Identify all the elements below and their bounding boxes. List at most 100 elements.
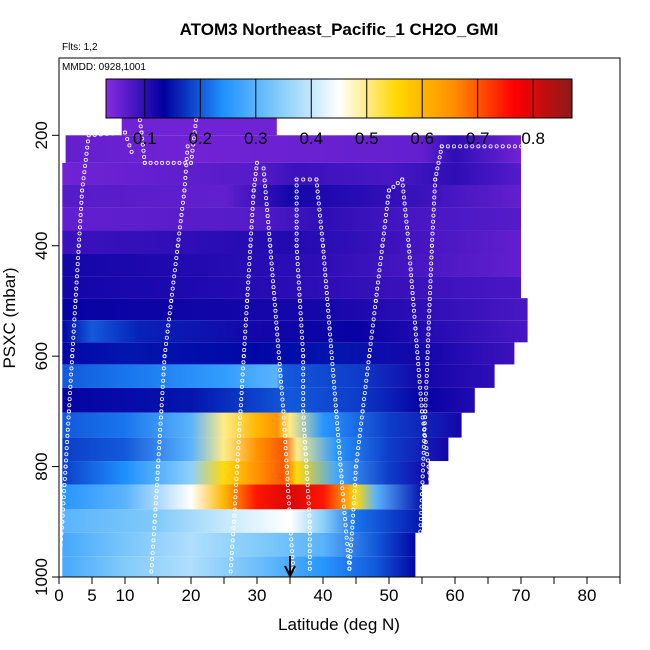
flight-track-point xyxy=(427,470,432,475)
flight-track-point xyxy=(306,495,311,500)
flight-track-point xyxy=(331,379,336,384)
flight-track-point xyxy=(424,391,429,396)
flight-track-point xyxy=(419,504,424,509)
flight-track-point xyxy=(320,243,325,248)
flight-track-point xyxy=(384,206,389,211)
flight-track-point xyxy=(264,196,269,201)
y-tick-label: 400 xyxy=(32,232,51,260)
flight-track-point xyxy=(431,207,436,212)
flight-track-point xyxy=(232,501,237,506)
flight-track-point xyxy=(138,124,143,129)
flight-track-point xyxy=(429,255,434,260)
flight-track-point xyxy=(298,311,303,316)
y-tick-label: 1000 xyxy=(32,558,51,596)
flight-track-point xyxy=(307,554,312,559)
flight-track-point xyxy=(299,329,304,334)
flight-track-point xyxy=(376,274,381,279)
flight-track-point xyxy=(417,548,422,553)
flight-track-point xyxy=(287,519,292,524)
arrow-head xyxy=(284,565,296,579)
colorbar: 0.1 0.2 0.3 0.4 0.5 0.6 0.7 0.8 xyxy=(105,78,573,148)
y-axis: 200 400 600 800 1000 xyxy=(32,121,59,596)
flight-track-point xyxy=(152,519,157,524)
flight-track-point xyxy=(333,397,338,402)
flight-track-point xyxy=(229,557,234,562)
flight-track-point xyxy=(432,189,437,194)
flight-track-point xyxy=(307,519,312,524)
flight-track-point xyxy=(338,468,343,473)
x-tick-label: 60 xyxy=(446,586,465,605)
flight-track-point xyxy=(61,507,66,512)
flight-track-point xyxy=(421,462,426,467)
flight-track-point xyxy=(244,311,249,316)
flight-track-point xyxy=(363,384,368,389)
flight-track-point xyxy=(294,225,299,230)
flight-track-point xyxy=(428,273,433,278)
flight-track-point xyxy=(418,385,423,390)
flight-track-point xyxy=(408,267,413,272)
flight-track-point xyxy=(353,476,358,481)
flight-track-point xyxy=(243,329,248,334)
flight-track-point xyxy=(72,311,77,316)
flight-track-point xyxy=(421,456,426,461)
flight-track-point xyxy=(76,255,81,260)
flight-track-point xyxy=(378,255,383,260)
flight-track-point xyxy=(177,160,182,165)
flight-track-point xyxy=(426,326,431,331)
flight-track-point xyxy=(434,171,439,176)
flight-track-point xyxy=(123,130,128,135)
heatmap-layer xyxy=(62,509,423,533)
flight-track-point xyxy=(175,243,180,248)
flight-track-point xyxy=(289,543,294,548)
flight-track-point xyxy=(151,544,156,549)
flight-track-point xyxy=(191,136,196,141)
flight-track-point xyxy=(296,274,301,279)
flight-track-point xyxy=(276,350,281,355)
flight-track-point xyxy=(176,237,181,242)
flight-track-point xyxy=(282,433,287,438)
flight-track-point xyxy=(350,519,355,524)
flight-track-point xyxy=(370,323,375,328)
flight-track-point xyxy=(382,225,387,230)
flight-track-point xyxy=(357,433,362,438)
flight-track-point xyxy=(231,525,236,530)
flight-track-point xyxy=(416,367,421,372)
flight-track-point xyxy=(269,255,274,260)
flight-track-point xyxy=(428,279,433,284)
flight-track-point xyxy=(374,292,379,297)
flight-track-point xyxy=(162,360,167,365)
flight-track-point xyxy=(63,464,68,469)
flight-track-point xyxy=(427,314,432,319)
flight-track-point xyxy=(307,177,312,182)
x-tick-label: 30 xyxy=(248,586,267,605)
flight-track-point xyxy=(170,286,175,291)
flight-track-point xyxy=(328,338,333,343)
flight-track-point xyxy=(365,366,370,371)
flight-track-point xyxy=(152,525,157,530)
flight-track-point xyxy=(307,566,312,571)
flight-track-point xyxy=(298,305,303,310)
flight-track-point xyxy=(250,206,255,211)
flight-track-point xyxy=(164,341,169,346)
flight-track-point xyxy=(307,513,312,518)
flight-track-point xyxy=(183,169,188,174)
colorbar-tick-label: 0.1 xyxy=(133,129,157,148)
flight-track-point xyxy=(246,268,251,273)
flight-track-point xyxy=(231,532,236,537)
flight-track-point xyxy=(416,362,421,367)
colorbar-tick-label: 0.2 xyxy=(188,129,212,148)
flight-track-point xyxy=(329,356,334,361)
flight-track-point xyxy=(333,403,338,408)
flight-track-point xyxy=(321,255,326,260)
flight-track-point xyxy=(424,385,429,390)
flight-track-point xyxy=(423,397,428,402)
flight-track-point xyxy=(327,326,332,331)
flight-track-point xyxy=(414,338,419,343)
flight-track-point xyxy=(288,531,293,536)
flight-track-point xyxy=(278,373,283,378)
flight-track-point xyxy=(69,360,74,365)
flight-track-point xyxy=(139,130,144,135)
flight-track-point xyxy=(173,262,178,267)
flight-track-point xyxy=(430,231,435,236)
flight-track-point xyxy=(264,202,269,207)
